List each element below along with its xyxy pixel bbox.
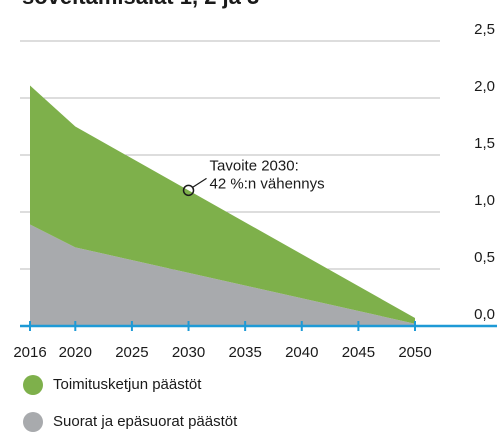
x-tick-label: 2020 (59, 344, 92, 361)
annotation: Tavoite 2030: (210, 157, 299, 174)
area (30, 224, 415, 326)
legend-label: Toimitusketjun päästöt (53, 376, 202, 393)
area (30, 85, 415, 324)
annotation-leader (192, 177, 207, 188)
chart-title: soveltamisalat 1, 2 ja 3 (22, 0, 259, 9)
y-tick-label: 1,0 (474, 192, 495, 209)
x-tick-label: 2050 (398, 344, 431, 361)
x-tick-label: 2016 (13, 344, 46, 361)
x-tick-label: 2035 (228, 344, 261, 361)
x-tick-label: 2045 (342, 344, 375, 361)
y-tick-label: 1,5 (474, 135, 495, 152)
legend-label: Suorat ja epäsuorat päästöt (53, 413, 238, 430)
y-tick-label: 0,5 (474, 249, 495, 266)
y-tick-label: 2,0 (474, 78, 495, 95)
y-tick-label: 0,0 (474, 306, 495, 323)
x-tick-label: 2030 (172, 344, 205, 361)
legend-swatch (23, 375, 43, 395)
legend-swatch (23, 412, 43, 432)
annotation: 42 %:n vähennys (210, 175, 325, 192)
x-tick-label: 2040 (285, 344, 318, 361)
annotation-marker (182, 184, 195, 197)
x-tick-label: 2025 (115, 344, 148, 361)
y-tick-label: 2,5 (474, 21, 495, 38)
